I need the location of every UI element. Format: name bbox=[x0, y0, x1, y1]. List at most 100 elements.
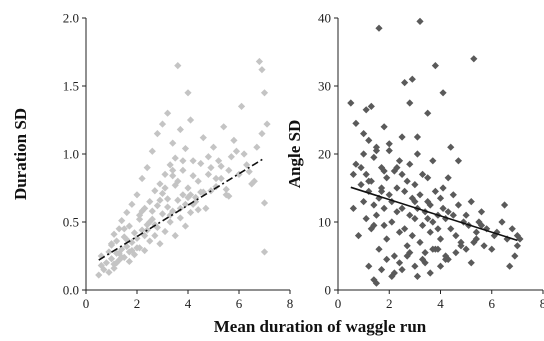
data-point bbox=[102, 259, 110, 267]
data-point bbox=[354, 232, 363, 240]
data-point bbox=[395, 157, 404, 165]
y-axis-label: Duration SD bbox=[11, 108, 30, 200]
data-point bbox=[263, 120, 271, 128]
data-point bbox=[156, 180, 164, 188]
data-point bbox=[181, 222, 190, 230]
data-point bbox=[418, 221, 427, 229]
trend-line bbox=[350, 186, 518, 242]
data-point bbox=[421, 249, 429, 257]
data-point bbox=[393, 164, 401, 172]
data-point bbox=[383, 255, 391, 263]
data-point bbox=[462, 211, 470, 219]
data-point bbox=[153, 130, 161, 138]
data-point bbox=[403, 177, 411, 185]
data-point bbox=[370, 153, 378, 161]
data-point bbox=[227, 153, 235, 161]
data-point bbox=[143, 164, 151, 172]
data-point bbox=[406, 160, 414, 168]
data-point bbox=[457, 238, 465, 246]
data-point bbox=[385, 140, 393, 148]
data-point bbox=[97, 261, 105, 270]
data-point bbox=[197, 159, 205, 168]
data-point bbox=[349, 170, 357, 178]
y-tick-label: 0.0 bbox=[63, 283, 79, 298]
data-point bbox=[439, 184, 447, 192]
data-point bbox=[447, 143, 455, 151]
data-point bbox=[498, 218, 506, 226]
data-point bbox=[439, 89, 447, 97]
data-point bbox=[181, 200, 190, 208]
data-point bbox=[426, 228, 434, 236]
data-point bbox=[151, 232, 159, 240]
data-point bbox=[411, 262, 419, 270]
data-point bbox=[393, 208, 401, 216]
data-point bbox=[401, 187, 409, 195]
data-point bbox=[360, 198, 368, 206]
data-point bbox=[232, 147, 241, 155]
data-point bbox=[511, 252, 519, 260]
data-point bbox=[426, 269, 434, 277]
data-point bbox=[156, 240, 164, 248]
data-point bbox=[179, 191, 187, 199]
data-point bbox=[166, 161, 174, 169]
data-point bbox=[237, 102, 246, 110]
y-tick-label: 0.5 bbox=[63, 215, 79, 230]
data-point bbox=[467, 259, 475, 267]
data-point bbox=[258, 130, 266, 138]
data-point bbox=[383, 235, 391, 243]
data-point bbox=[380, 221, 388, 229]
data-point bbox=[424, 109, 432, 117]
data-point bbox=[431, 62, 439, 70]
data-point bbox=[164, 109, 172, 117]
y-tick-label: 40 bbox=[318, 11, 331, 26]
y-axis-label: Angle SD bbox=[285, 120, 304, 188]
data-point bbox=[146, 237, 154, 245]
data-point bbox=[449, 211, 457, 219]
data-point bbox=[105, 268, 113, 276]
data-point bbox=[418, 170, 427, 178]
x-tick-label: 2 bbox=[134, 296, 141, 311]
data-point bbox=[113, 237, 121, 245]
data-point bbox=[118, 253, 126, 261]
data-point bbox=[217, 162, 225, 170]
data-point bbox=[370, 201, 378, 209]
data-point bbox=[357, 164, 365, 172]
data-point bbox=[360, 130, 368, 138]
x-tick-label: 8 bbox=[287, 296, 294, 311]
data-point bbox=[138, 207, 146, 215]
data-point bbox=[184, 184, 192, 192]
data-point bbox=[370, 221, 378, 229]
data-point bbox=[516, 235, 524, 243]
data-point bbox=[148, 207, 156, 215]
data-point bbox=[426, 201, 434, 209]
data-point bbox=[398, 266, 406, 274]
data-point bbox=[148, 147, 156, 155]
data-point bbox=[169, 172, 177, 180]
data-point bbox=[107, 255, 116, 263]
x-tick-label: 4 bbox=[185, 296, 192, 311]
data-point bbox=[444, 174, 452, 182]
data-point bbox=[169, 139, 177, 147]
data-point bbox=[217, 174, 225, 183]
data-point bbox=[434, 225, 442, 233]
data-point bbox=[138, 174, 146, 183]
data-point bbox=[110, 230, 118, 238]
y-tick-label: 2.0 bbox=[63, 11, 79, 26]
data-point bbox=[406, 99, 414, 107]
data-point bbox=[171, 181, 179, 189]
data-point bbox=[161, 184, 169, 192]
data-point bbox=[472, 228, 480, 236]
data-point bbox=[225, 192, 233, 200]
data-point bbox=[444, 208, 452, 216]
y-tick-label: 0 bbox=[325, 283, 332, 298]
data-point bbox=[385, 191, 393, 199]
data-point bbox=[176, 214, 184, 222]
data-point bbox=[220, 123, 228, 131]
data-point bbox=[258, 66, 266, 74]
data-point bbox=[250, 177, 258, 185]
data-point bbox=[179, 166, 187, 174]
data-point bbox=[204, 153, 212, 161]
data-point bbox=[125, 222, 133, 230]
data-point bbox=[202, 204, 210, 212]
y-tick-label: 1.0 bbox=[63, 147, 79, 162]
